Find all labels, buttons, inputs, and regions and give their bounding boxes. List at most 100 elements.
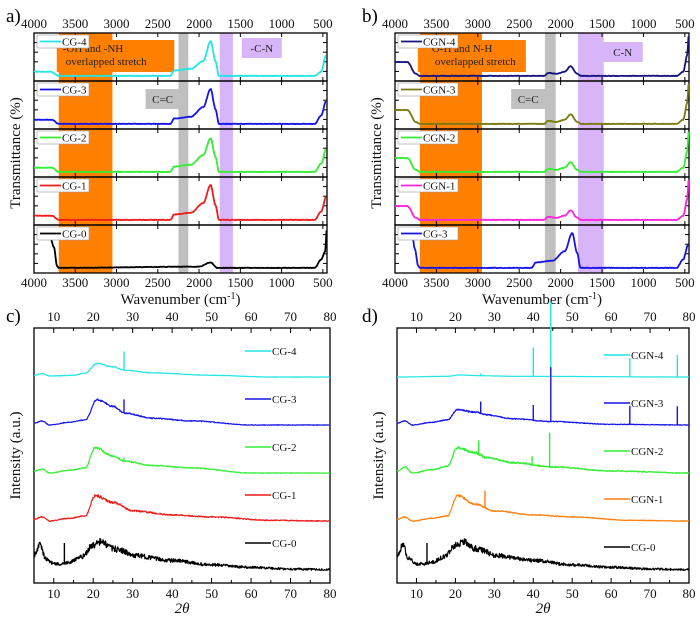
legend-label: CG-4	[62, 37, 87, 49]
x-tick-label-top: 40	[527, 309, 540, 324]
panel-label: c)	[6, 306, 21, 327]
legend-label: CGN-1	[423, 181, 455, 193]
legend-box	[36, 226, 90, 241]
x-tick-label-top: 20	[449, 309, 462, 324]
legend-label: CGN-4	[423, 37, 456, 49]
x-tick-label: 1000	[269, 275, 295, 290]
band-label-oh-nh: overlapped stretch	[435, 56, 516, 68]
x-tick-label-top: 4000	[382, 16, 408, 31]
band-label-box	[241, 38, 282, 58]
subplot-frame	[33, 224, 328, 274]
x-axis-title: 2θ	[175, 601, 191, 617]
legend-label: CG-1	[62, 181, 86, 193]
x-tick-label-top: 80	[324, 309, 337, 324]
band-label-oh-nh: overlapped stretch	[66, 56, 147, 68]
band-label-box	[145, 89, 180, 109]
cc-band	[178, 33, 189, 273]
x-axis-title-sup: -1	[227, 291, 235, 302]
x-tick-label-top: 50	[566, 309, 579, 324]
x-axis-title: 2θ	[536, 601, 552, 617]
x-tick-label-top: 2000	[548, 16, 574, 31]
x-tick-label-top: 1500	[589, 16, 615, 31]
legend-label: CGN-3	[631, 398, 664, 410]
x-tick-label-top: 40	[166, 309, 179, 324]
x-tick-label: 1500	[589, 275, 615, 290]
x-tick-label-top: 60	[605, 309, 618, 324]
band-label-cc: C=C	[152, 94, 173, 106]
x-tick-label: 30	[488, 586, 501, 601]
x-tick-label-top: 10	[47, 309, 60, 324]
series-line-cgn-3	[396, 408, 690, 426]
legend-box	[36, 82, 90, 97]
x-tick-label: 30	[126, 586, 139, 601]
series-line-cg-2	[33, 137, 327, 174]
x-axis-title: Wavenumber (cm-1)	[120, 291, 240, 308]
legend-box	[397, 226, 459, 241]
x-tick-label-top: 30	[126, 309, 139, 324]
x-axis-title-end: )	[236, 292, 241, 308]
band-label-box	[511, 89, 546, 109]
x-tick-label-top: 2500	[145, 16, 171, 31]
series-line-cg-3	[410, 229, 689, 270]
x-tick-label: 50	[205, 586, 218, 601]
legend-label: CG-3	[272, 394, 297, 406]
x-tick-label: 60	[245, 586, 258, 601]
x-tick-label-top: 3500	[62, 16, 88, 31]
series-line-cgn-1	[394, 180, 690, 222]
x-tick-label: 70	[284, 586, 297, 601]
series-line-cgn-2	[394, 132, 690, 174]
legend-label: CG-0	[631, 542, 656, 554]
legend-box	[36, 178, 90, 193]
legend-label: CG-1	[272, 490, 296, 502]
band-label-cc: C=C	[518, 94, 539, 106]
band-label-cn: -C-N	[250, 43, 273, 55]
series-line-cg-1	[33, 184, 327, 222]
legend-label: CGN-2	[423, 133, 455, 145]
x-axis-title-sup: -1	[589, 291, 597, 302]
xrd-panel-2: 10 10 20 20 30 30 40 40 50 50 60 60 70 70 80 80 CG-4 CG-3…	[6, 306, 337, 617]
series-line-cg-0	[49, 230, 328, 269]
series-line-cgn-4	[394, 36, 690, 78]
series-line-cgn-1	[396, 494, 690, 522]
x-tick-label: 40	[166, 586, 179, 601]
x-tick-label: 2500	[145, 275, 171, 290]
series-line-cgn-3	[394, 84, 690, 126]
x-tick-label: 1500	[227, 275, 253, 290]
x-tick-label: 70	[644, 586, 657, 601]
series-line-cg-4	[33, 362, 331, 378]
x-tick-label-top: 3500	[423, 16, 449, 31]
x-tick-label-top: 50	[205, 309, 218, 324]
y-axis-title: Intensity (a.u.)	[371, 412, 387, 500]
y-axis-title: Transmittance (%)	[8, 97, 24, 209]
x-axis-title: Wavenumber (cm-1)	[482, 291, 602, 308]
xrd-panel-3: 10 10 20 20 30 30 40 40 50 50 60 60 70 70 80 80 CGN-4 CGN…	[362, 301, 696, 617]
legend-label: CGN-3	[423, 85, 456, 97]
legend-label: CG-3	[423, 229, 448, 241]
x-tick-label-top: 1000	[269, 16, 295, 31]
x-tick-label: 3000	[104, 275, 130, 290]
subplot-frame	[394, 224, 690, 274]
x-tick-label-top: 2500	[506, 16, 532, 31]
x-tick-label-top: 30	[488, 309, 501, 324]
x-tick-label-top: 60	[245, 309, 258, 324]
plot-frame	[396, 327, 690, 584]
x-axis-title-end: )	[597, 292, 602, 308]
x-tick-label-top: 2000	[186, 16, 212, 31]
cc-band	[544, 33, 556, 273]
series-line-cg-4	[33, 40, 327, 78]
x-tick-label: 3500	[62, 275, 88, 290]
x-axis-title-main: Wavenumber (cm	[120, 292, 227, 308]
legend-box	[397, 82, 459, 97]
x-tick-label-top: 500	[313, 16, 333, 31]
legend-box	[397, 130, 459, 145]
x-axis-title-main: Wavenumber (cm	[482, 292, 589, 308]
legend-label: CG-4	[272, 346, 297, 358]
series-line-cg-3	[33, 398, 331, 426]
x-tick-label-top: 70	[644, 309, 657, 324]
x-tick-label-top: 70	[284, 309, 297, 324]
x-tick-label: 80	[324, 586, 337, 601]
x-tick-label-top: 3000	[465, 16, 491, 31]
x-tick-label: 10	[47, 586, 60, 601]
legend-label: CG-2	[272, 442, 296, 454]
